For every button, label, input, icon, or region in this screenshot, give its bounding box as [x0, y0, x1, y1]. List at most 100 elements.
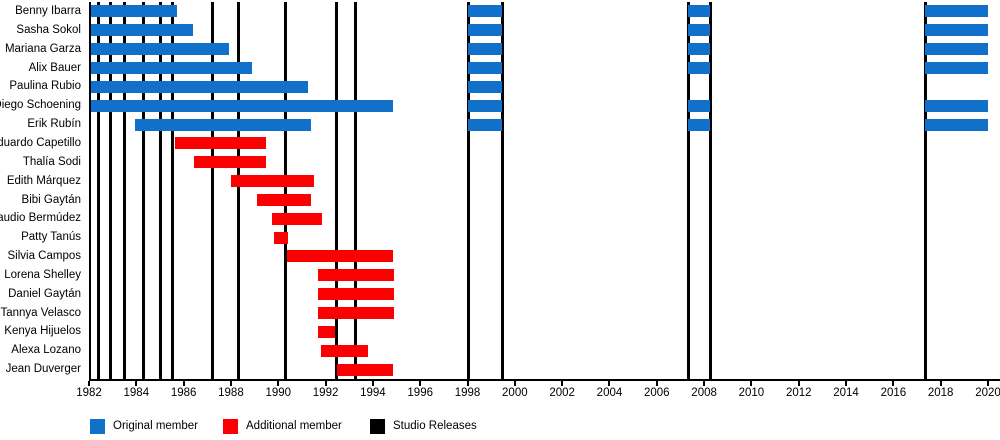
original-member-bar	[687, 118, 710, 131]
original-member-bar	[925, 5, 988, 18]
x-axis-tick	[277, 381, 280, 386]
studio-release-line	[709, 2, 713, 379]
member-label: Claudio Bermúdez	[0, 212, 81, 225]
member-label: Silvia Campos	[7, 250, 82, 263]
original-member-bar	[90, 99, 393, 112]
member-label: Erik Rubín	[27, 118, 81, 131]
member-label: Kenya Hijuelos	[4, 325, 81, 338]
additional-member-bar	[286, 250, 393, 263]
original-member-bar	[687, 43, 710, 56]
member-label: Edith Márquez	[6, 174, 81, 187]
x-axis-tick	[513, 381, 516, 386]
original-member-bar	[925, 118, 988, 131]
original-member-bar	[467, 80, 502, 93]
x-axis-tick	[324, 381, 327, 386]
original-member-bar	[135, 118, 312, 131]
original-member-bar	[90, 24, 194, 37]
original-member-bar	[90, 43, 229, 56]
additional-member-bar	[194, 156, 267, 169]
studio-release-line	[211, 2, 215, 379]
x-axis-tick-label: 2014	[833, 387, 859, 399]
plot-area	[89, 2, 988, 379]
x-axis-tick	[750, 381, 753, 386]
x-axis-tick-label: 1988	[218, 387, 244, 399]
additional-member-bar	[318, 269, 395, 282]
studio-releases-swatch	[370, 419, 385, 434]
studio-release-line	[335, 2, 339, 379]
x-axis-tick	[845, 381, 848, 386]
x-axis-tick-label: 1994	[360, 387, 386, 399]
x-axis-tick	[939, 381, 942, 386]
x-axis-tick-label: 2012	[785, 387, 812, 399]
original-member-bar	[687, 24, 710, 37]
member-label: Daniel Gaytán	[8, 287, 81, 300]
studio-release-line	[284, 2, 288, 379]
studio-release-line	[123, 2, 127, 379]
x-axis-tick-label: 1982	[76, 387, 102, 399]
additional-member-bar	[175, 137, 267, 150]
studio-release-line	[466, 2, 470, 379]
studio-release-line	[500, 2, 504, 379]
additional-member-swatch	[223, 419, 238, 434]
additional-member-bar	[337, 363, 393, 376]
original-member-bar	[467, 61, 502, 74]
x-axis-tick	[466, 381, 469, 386]
member-label: Mariana Garza	[4, 42, 81, 55]
member-label: Alix Bauer	[28, 61, 81, 74]
original-member-bar	[687, 99, 710, 112]
additional-member-bar	[318, 325, 336, 338]
member-label: Alexa Lozano	[11, 344, 81, 357]
member-name-axis: Benny Ibarra Sasha Sokol Mariana Garza Alix…	[0, 2, 85, 379]
studio-release-line	[354, 2, 358, 379]
x-axis-tick	[229, 381, 232, 386]
studio-release-line	[686, 2, 690, 379]
additional-member-bar	[230, 175, 314, 188]
legend-label: Additional member	[246, 420, 342, 432]
studio-release-line	[142, 2, 146, 379]
member-label: Eduardo Capetillo	[0, 136, 81, 149]
x-axis-tick	[182, 381, 185, 386]
original-member-bar	[467, 5, 502, 18]
original-member-bar	[90, 80, 308, 93]
x-axis-tick-label: 2008	[691, 387, 717, 399]
member-label: Patty Tanús	[21, 231, 81, 244]
legend-label: Original member	[113, 420, 198, 432]
original-member-bar	[90, 61, 253, 74]
original-member-bar	[925, 99, 988, 112]
x-axis-tick	[88, 381, 90, 386]
member-label: Jean Duverger	[5, 363, 81, 376]
x-axis-tick	[655, 381, 658, 386]
x-axis-tick	[419, 381, 422, 386]
member-label: Thalía Sodi	[22, 155, 81, 168]
x-axis-tick-label: 2006	[643, 387, 670, 399]
original-member-swatch	[90, 419, 105, 434]
member-label: Tannya Velasco	[0, 306, 81, 319]
studio-release-line	[158, 2, 162, 379]
member-label: Benny Ibarra	[15, 5, 81, 17]
original-member-bar	[925, 43, 988, 56]
studio-release-line	[170, 2, 174, 379]
original-member-bar	[467, 118, 502, 131]
original-member-bar	[90, 5, 177, 18]
x-axis-tick	[703, 381, 706, 386]
additional-member-bar	[320, 344, 369, 357]
x-axis-tick-label: 1984	[123, 387, 150, 399]
x-axis-tick	[892, 381, 895, 386]
y-axis-line	[89, 2, 91, 379]
member-label: Bibi Gaytán	[21, 193, 81, 206]
x-axis-tick	[987, 381, 989, 386]
x-axis-tick	[371, 381, 374, 386]
x-axis-tick-label: 2000	[502, 387, 528, 399]
original-member-bar	[467, 43, 502, 56]
x-axis-tick-label: 1998	[454, 387, 481, 399]
x-axis-tick-label: 1996	[407, 387, 433, 399]
x-axis-tick-label: 2016	[880, 387, 907, 399]
additional-member-bar	[318, 288, 395, 301]
x-axis-tick-label: 2010	[738, 387, 765, 399]
x-axis-tick	[135, 381, 138, 386]
member-label: Lorena Shelley	[4, 268, 81, 281]
original-member-bar	[687, 61, 710, 74]
original-member-bar	[467, 24, 502, 37]
additional-member-bar	[318, 307, 395, 320]
x-axis-tick-label: 1990	[265, 387, 292, 399]
